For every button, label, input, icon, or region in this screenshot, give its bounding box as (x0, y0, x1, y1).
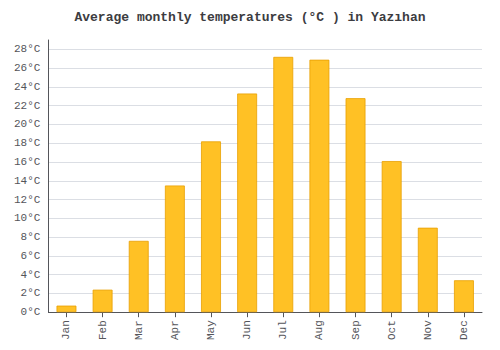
svg-text:Dec: Dec (458, 320, 470, 340)
svg-text:12°C: 12°C (14, 194, 41, 206)
svg-text:Sep: Sep (350, 320, 362, 340)
svg-text:Apr: Apr (169, 320, 181, 340)
svg-text:Jul: Jul (277, 320, 289, 340)
svg-text:8°C: 8°C (21, 231, 41, 243)
svg-text:22°C: 22°C (14, 100, 41, 112)
svg-text:Jan: Jan (60, 320, 72, 340)
svg-text:Average monthly temperatures (: Average monthly temperatures (°C ) in Ya… (74, 10, 425, 25)
svg-text:18°C: 18°C (14, 137, 41, 149)
svg-text:4°C: 4°C (21, 269, 41, 281)
svg-text:Mar: Mar (133, 320, 145, 340)
svg-text:20°C: 20°C (14, 118, 41, 130)
svg-text:6°C: 6°C (21, 250, 41, 262)
svg-text:Oct: Oct (386, 320, 398, 340)
svg-text:Aug: Aug (313, 320, 325, 340)
svg-text:26°C: 26°C (14, 62, 41, 74)
svg-text:28°C: 28°C (14, 43, 41, 55)
svg-text:Jun: Jun (241, 320, 253, 340)
svg-text:0°C: 0°C (21, 306, 41, 318)
svg-text:Feb: Feb (97, 320, 109, 340)
svg-text:Nov: Nov (422, 320, 434, 340)
svg-text:14°C: 14°C (14, 175, 41, 187)
svg-text:May: May (205, 320, 217, 340)
svg-text:2°C: 2°C (21, 287, 41, 299)
svg-text:16°C: 16°C (14, 156, 41, 168)
svg-text:10°C: 10°C (14, 212, 41, 224)
svg-text:24°C: 24°C (14, 81, 41, 93)
